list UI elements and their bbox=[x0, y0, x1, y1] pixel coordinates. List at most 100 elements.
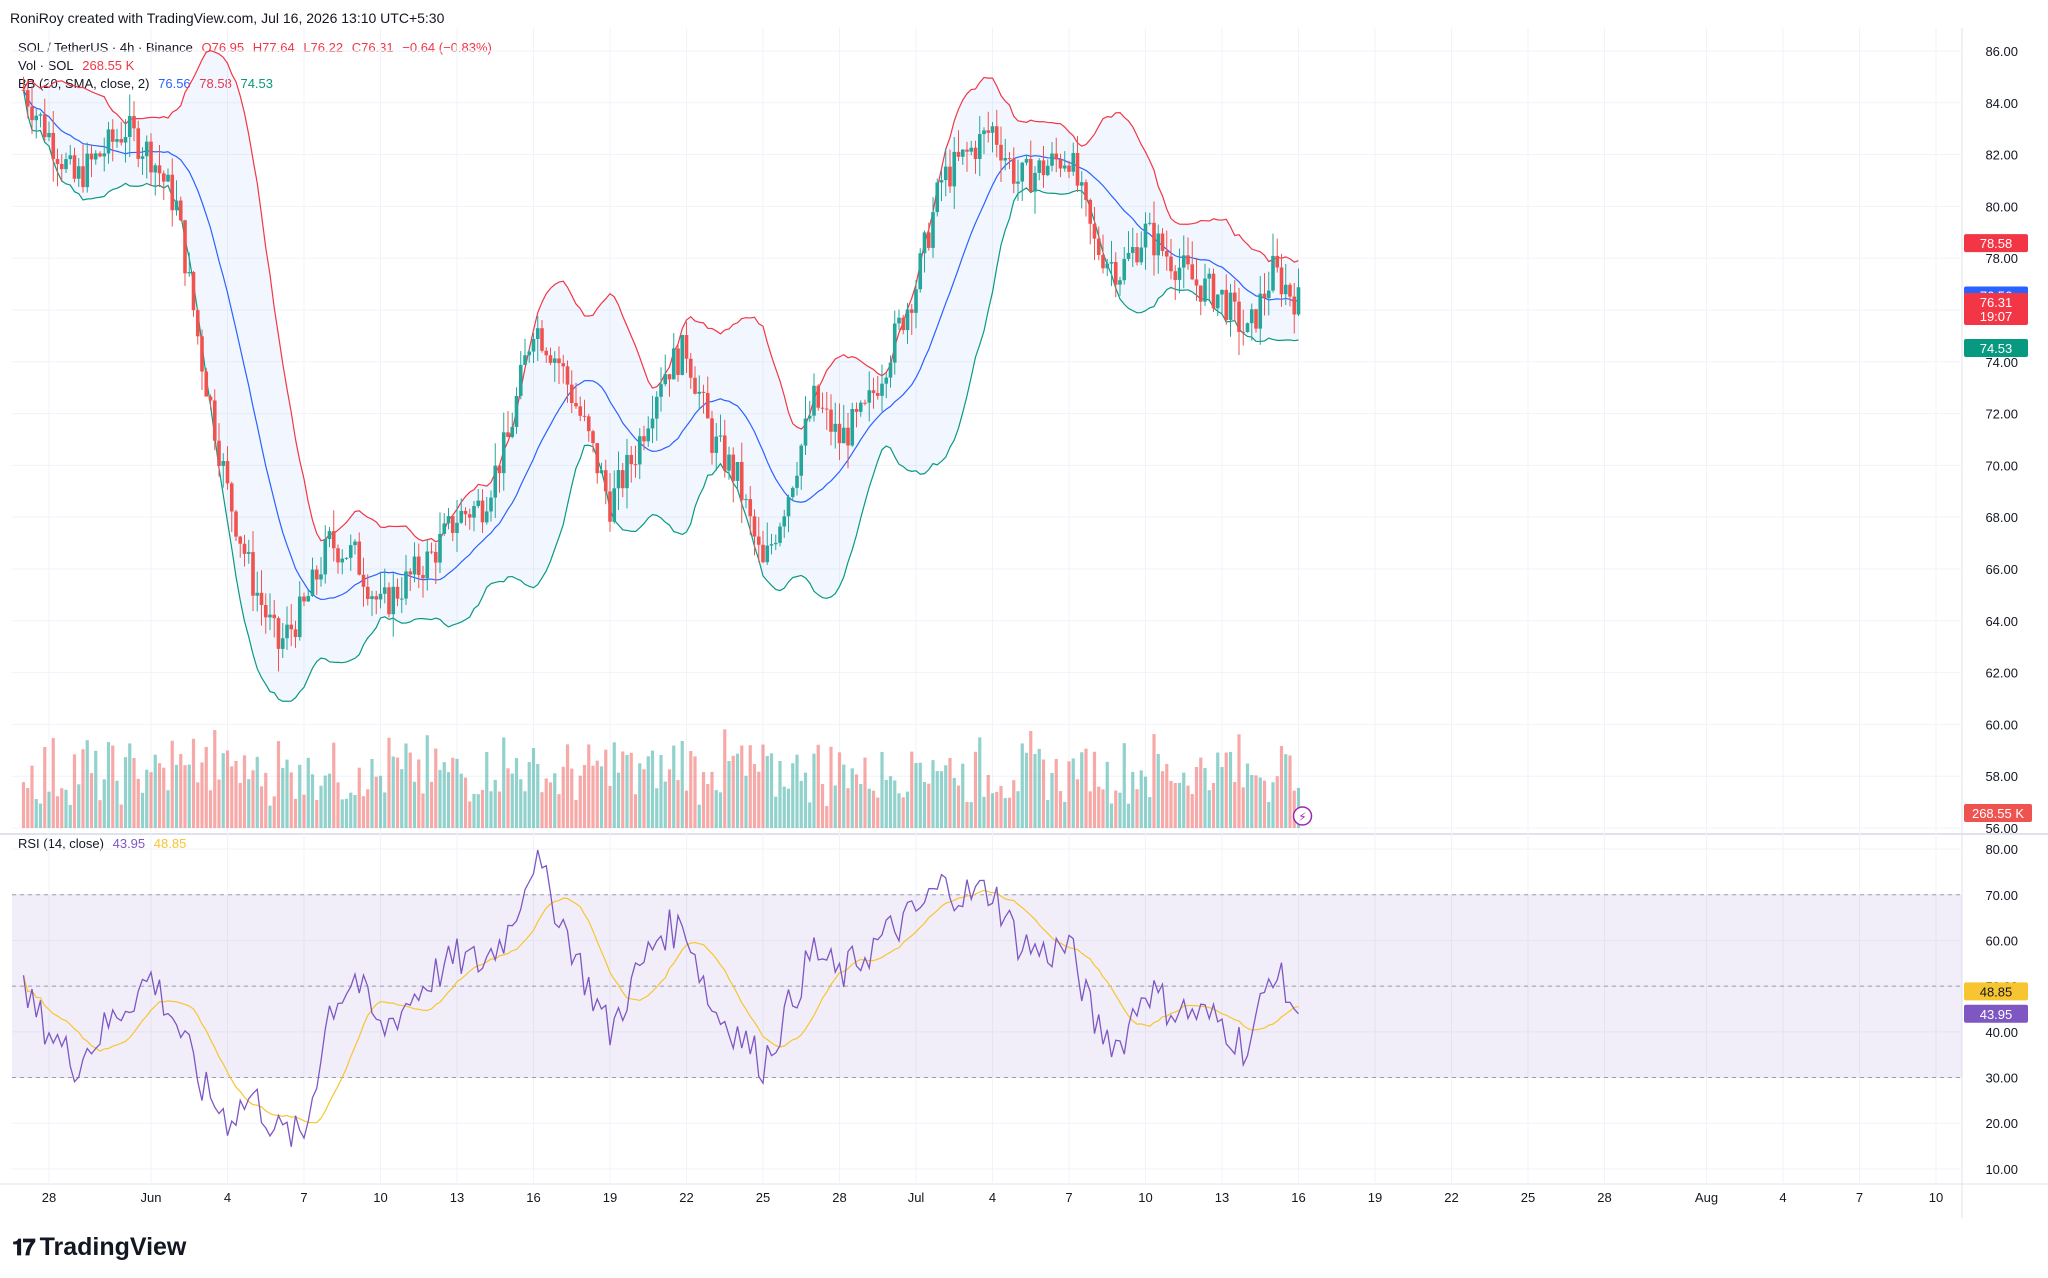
candle-body bbox=[616, 470, 621, 489]
candle-body bbox=[1113, 261, 1118, 285]
candle-body bbox=[344, 557, 349, 559]
volume-value: 268.55 K bbox=[82, 58, 135, 73]
lightning-glyph: ⚡ bbox=[1298, 810, 1306, 824]
candle-body bbox=[1190, 264, 1195, 280]
candle-body bbox=[722, 435, 727, 471]
volume-bar bbox=[221, 753, 225, 828]
chart-canvas[interactable]: 56.00 58.00 60.00 62.00 64.00 66.00 68.00 70.00… bbox=[0, 28, 2048, 1218]
x-tick-label: 4 bbox=[1779, 1190, 1786, 1205]
volume-bar bbox=[578, 775, 582, 828]
candle-body bbox=[1288, 284, 1292, 297]
x-tick-label: 7 bbox=[1856, 1190, 1863, 1205]
volume-bar bbox=[1182, 772, 1186, 828]
candle-body bbox=[106, 129, 111, 154]
volume-bar bbox=[587, 744, 591, 828]
candle-body bbox=[42, 114, 47, 138]
candle-body bbox=[472, 506, 476, 518]
candle-body bbox=[391, 586, 396, 615]
candle-body bbox=[705, 392, 710, 419]
lightning-icon[interactable] bbox=[1292, 806, 1313, 826]
candle-body bbox=[297, 596, 302, 638]
candle-body bbox=[289, 624, 294, 630]
volume-bar bbox=[689, 751, 693, 828]
volume-bar bbox=[595, 760, 599, 828]
volume-bar bbox=[561, 766, 565, 828]
candle-body bbox=[514, 395, 519, 427]
volume-bar bbox=[999, 786, 1003, 828]
candle-body bbox=[323, 539, 328, 575]
volume-bar bbox=[98, 800, 102, 828]
candle-body bbox=[93, 153, 98, 160]
candle-body bbox=[1156, 233, 1161, 256]
volume-bar bbox=[459, 773, 463, 828]
volume-bar bbox=[238, 782, 242, 828]
candle-body bbox=[960, 149, 965, 157]
candle-body bbox=[476, 500, 481, 507]
candle-body bbox=[1126, 252, 1131, 259]
volume-bar bbox=[357, 767, 361, 828]
candle-body bbox=[115, 139, 119, 142]
volume-bar bbox=[667, 769, 672, 828]
rsi-line[interactable] bbox=[22, 849, 1299, 1147]
candle-body bbox=[195, 310, 200, 337]
volume-bar bbox=[633, 794, 638, 828]
candle-body bbox=[1296, 287, 1301, 315]
volume-bar bbox=[629, 752, 633, 828]
volume-bar bbox=[570, 768, 574, 828]
x-tick-label: Jul bbox=[908, 1190, 925, 1205]
volume-bar bbox=[268, 805, 272, 828]
volume-bar bbox=[939, 771, 944, 828]
candle-body bbox=[1092, 223, 1097, 239]
bb-basis-value: 76.56 bbox=[158, 76, 191, 91]
candle-body bbox=[1169, 256, 1173, 272]
volume-bar bbox=[493, 779, 497, 828]
volume-bar bbox=[816, 744, 820, 828]
rsi-price-label-badge bbox=[1964, 1004, 2028, 1023]
candle-body bbox=[867, 390, 872, 403]
candle-body bbox=[412, 556, 417, 575]
tradingview-logo[interactable]: 𝟏𝟕 TradingView bbox=[12, 1233, 186, 1262]
volume-label[interactable]: Vol · SOL bbox=[18, 58, 74, 73]
candle-body bbox=[1245, 323, 1250, 333]
candle-body bbox=[348, 545, 353, 558]
volume-bar bbox=[803, 772, 808, 828]
candle-body bbox=[59, 163, 64, 170]
tradingview-logo-text: TradingView bbox=[39, 1233, 187, 1261]
candle-body bbox=[361, 574, 366, 587]
candle-body bbox=[170, 174, 175, 211]
volume-bar bbox=[825, 806, 829, 828]
volume-bar bbox=[344, 798, 349, 828]
volume-bar bbox=[136, 778, 140, 828]
bb-label[interactable]: BB (20, SMA, close, 2) bbox=[18, 76, 150, 91]
bb-basis-line[interactable] bbox=[22, 89, 1299, 601]
candle-body bbox=[85, 153, 90, 188]
volume-bar bbox=[854, 774, 859, 828]
volume-bar bbox=[965, 802, 969, 828]
candle-body bbox=[246, 552, 251, 554]
volume-bar bbox=[153, 754, 157, 828]
volume-bar bbox=[625, 754, 629, 828]
volume-bar bbox=[242, 755, 247, 828]
volume-bar bbox=[761, 744, 765, 828]
volume-bar bbox=[68, 804, 72, 828]
candle-body bbox=[1211, 273, 1216, 309]
volume-bar bbox=[170, 740, 174, 828]
volume-bar bbox=[94, 750, 98, 828]
volume-bar bbox=[1109, 803, 1114, 828]
rsi-y-tick-label: 20.00 bbox=[1985, 1116, 2018, 1131]
volume-bar bbox=[162, 767, 166, 828]
candle-body bbox=[30, 106, 34, 121]
candle-body bbox=[1224, 289, 1229, 320]
volume-bar bbox=[336, 782, 340, 828]
volume-bar bbox=[548, 782, 553, 828]
candle-body bbox=[34, 115, 39, 121]
volume-bar bbox=[361, 796, 366, 828]
volume-bar bbox=[765, 755, 769, 828]
candle-body bbox=[1143, 223, 1148, 248]
candle-body bbox=[161, 173, 166, 182]
rsi-ma-line[interactable] bbox=[22, 889, 1299, 1124]
candle-body bbox=[1177, 267, 1182, 280]
rsi-label[interactable]: RSI (14, close) bbox=[18, 836, 104, 851]
volume-bar bbox=[179, 754, 183, 828]
volume-bar bbox=[510, 773, 514, 828]
